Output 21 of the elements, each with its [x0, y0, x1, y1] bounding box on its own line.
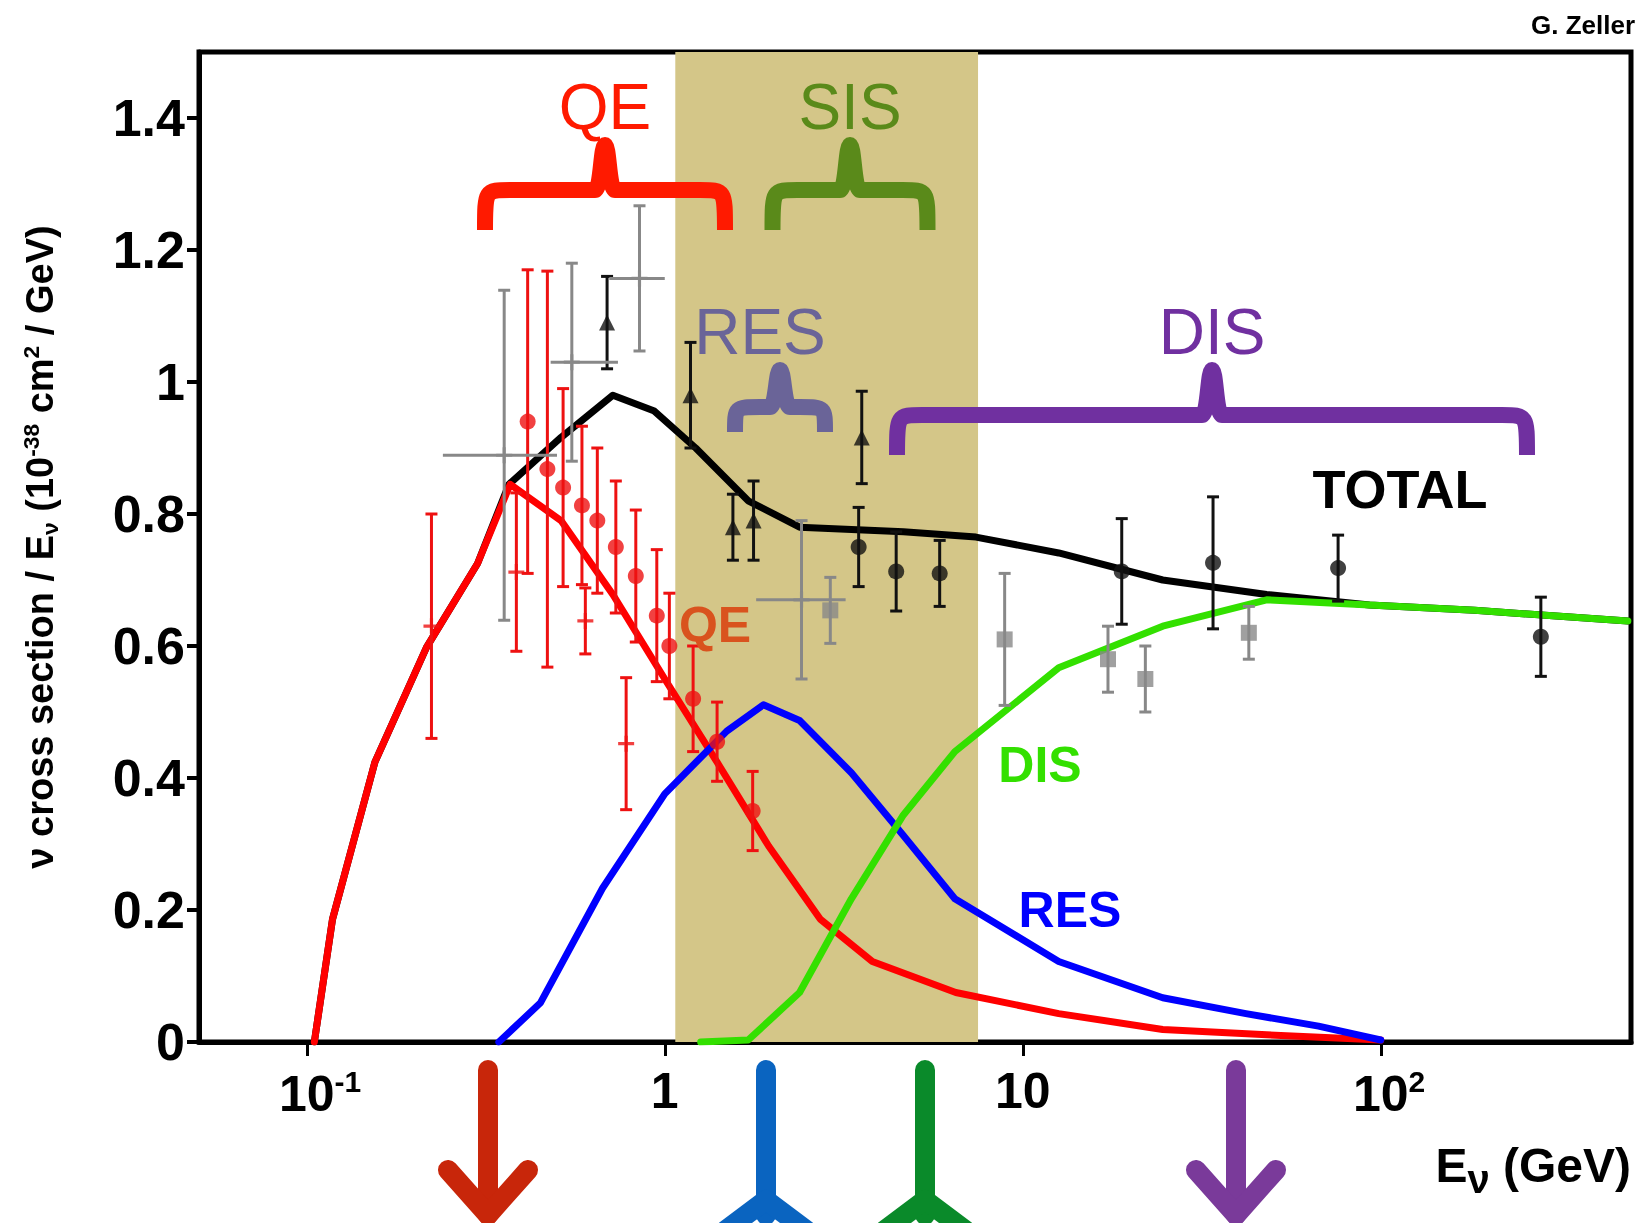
annotation: RES: [1018, 882, 1122, 938]
y-axis-title: ν cross section / Eν (10-38 cm2 / GeV): [17, 225, 63, 869]
annotation: DIS: [1158, 296, 1266, 368]
annotation: QE: [678, 597, 752, 653]
y-tick-label: 0: [156, 1013, 185, 1071]
x-tick-label: 1: [650, 1063, 679, 1119]
annotation: TOTAL: [1312, 459, 1488, 519]
y-tick-label: 1.4: [112, 89, 186, 147]
text: G. Zeller: [1530, 10, 1636, 40]
annotation: RES: [694, 296, 826, 368]
y-tick-label: 0.6: [112, 617, 185, 675]
annotation: DIS: [998, 737, 1082, 793]
annotation: QE: [558, 71, 652, 143]
y-tick-label: 1: [156, 353, 185, 411]
x-tick-label: 10: [994, 1063, 1051, 1119]
y-tick-label: 0.4: [112, 749, 186, 807]
y-tick-label: 0.8: [112, 485, 185, 543]
x-axis-title: E$_{ν}$ (GeV): [1435, 1139, 1631, 1201]
y-tick-label: 1.2: [112, 221, 185, 279]
annotation: SIS: [798, 71, 902, 143]
y-tick-label: 0.2: [112, 881, 185, 939]
